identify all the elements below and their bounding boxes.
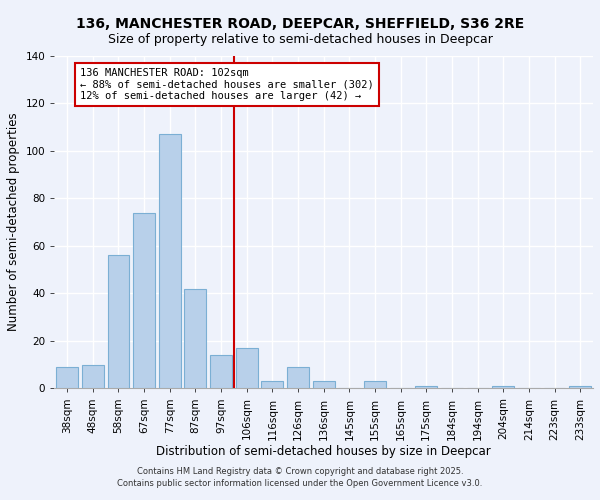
Bar bbox=[210, 355, 232, 388]
Bar bbox=[262, 381, 283, 388]
Bar bbox=[287, 367, 309, 388]
Bar bbox=[493, 386, 514, 388]
Text: Contains HM Land Registry data © Crown copyright and database right 2025.
Contai: Contains HM Land Registry data © Crown c… bbox=[118, 466, 482, 487]
Bar bbox=[56, 367, 78, 388]
Y-axis label: Number of semi-detached properties: Number of semi-detached properties bbox=[7, 113, 20, 332]
Bar bbox=[236, 348, 257, 389]
Bar bbox=[313, 381, 335, 388]
Bar bbox=[569, 386, 591, 388]
Bar bbox=[184, 288, 206, 388]
Bar bbox=[133, 212, 155, 388]
Text: 136, MANCHESTER ROAD, DEEPCAR, SHEFFIELD, S36 2RE: 136, MANCHESTER ROAD, DEEPCAR, SHEFFIELD… bbox=[76, 18, 524, 32]
Bar bbox=[107, 256, 130, 388]
Bar bbox=[364, 381, 386, 388]
Bar bbox=[82, 364, 104, 388]
X-axis label: Distribution of semi-detached houses by size in Deepcar: Distribution of semi-detached houses by … bbox=[156, 445, 491, 458]
Text: Size of property relative to semi-detached houses in Deepcar: Size of property relative to semi-detach… bbox=[107, 32, 493, 46]
Bar bbox=[415, 386, 437, 388]
Text: 136 MANCHESTER ROAD: 102sqm
← 88% of semi-detached houses are smaller (302)
12% : 136 MANCHESTER ROAD: 102sqm ← 88% of sem… bbox=[80, 68, 374, 101]
Bar bbox=[159, 134, 181, 388]
